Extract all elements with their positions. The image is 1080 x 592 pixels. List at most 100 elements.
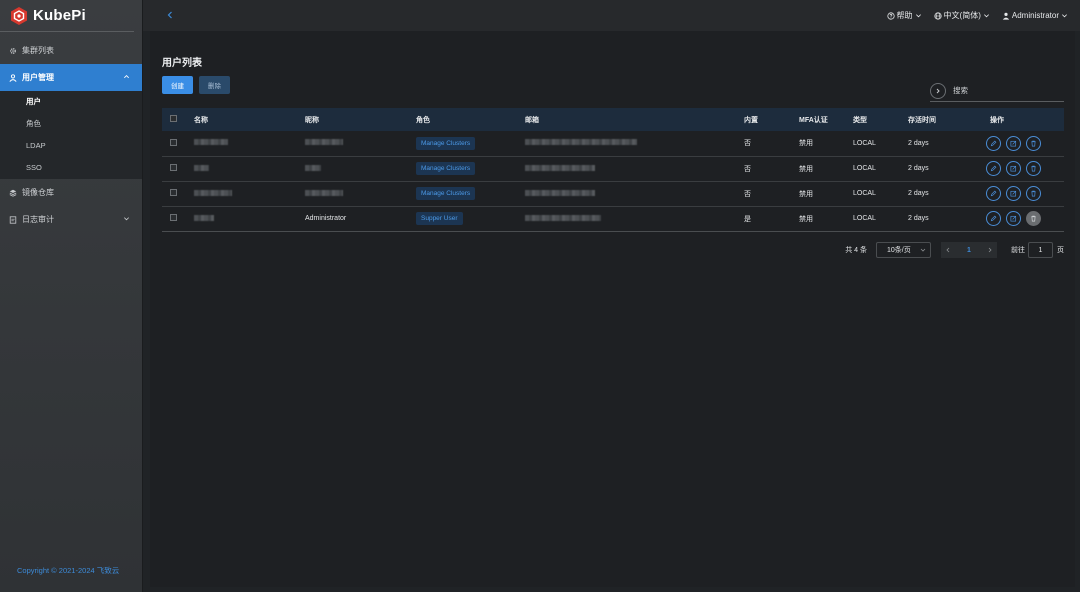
chevron-up-icon <box>123 73 130 80</box>
change-password-button[interactable] <box>1006 186 1021 201</box>
edit-button[interactable] <box>986 186 1001 201</box>
table-row: Manage Clusters 否 禁用 LOCAL 2 days <box>162 181 1064 206</box>
chevron-down-icon <box>920 248 926 252</box>
language-menu[interactable]: 中文(简体) <box>933 10 990 21</box>
builtin-value: 否 <box>744 190 751 198</box>
chevron-down-icon <box>1062 14 1067 18</box>
sidebar-item-user-management[interactable]: 用户管理 <box>0 64 142 91</box>
prev-page-icon[interactable] <box>945 247 951 253</box>
chevron-down-icon <box>983 14 989 18</box>
column-header-mfa: MFA认证 <box>799 116 828 124</box>
column-header-actions: 操作 <box>990 116 1004 124</box>
sidebar-item-image-registry[interactable]: 镜像仓库 <box>0 179 142 206</box>
pagination: 共 4 条 10条/页 1 前往 页 <box>845 242 1064 258</box>
row-checkbox[interactable] <box>170 138 177 146</box>
redacted-name <box>194 139 228 146</box>
change-password-button[interactable] <box>1006 211 1021 226</box>
row-actions <box>986 161 1064 176</box>
select-all-checkbox[interactable] <box>170 115 177 122</box>
delete-button[interactable]: 删除 <box>199 76 230 94</box>
mfa-value: 禁用 <box>799 165 813 173</box>
mfa-value: 禁用 <box>799 215 813 223</box>
table-header-row: 名称 昵称 角色 邮箱 内置 MFA认证 类型 存活时间 操作 <box>162 108 1064 131</box>
sidebar-subitem-ldap[interactable]: LDAP <box>26 141 46 150</box>
redacted-email <box>525 214 601 221</box>
page-title: 用户列表 <box>162 58 202 69</box>
sidebar-subitem-sso[interactable]: SSO <box>26 163 42 172</box>
next-page-icon[interactable] <box>987 247 993 253</box>
sidebar-subitem-roles[interactable]: 角色 <box>26 119 41 128</box>
trash-icon <box>1031 165 1036 172</box>
row-actions <box>986 211 1064 226</box>
change-password-button[interactable] <box>1006 135 1021 151</box>
sidebar-subitem-users[interactable]: 用户 <box>26 97 41 106</box>
ttl-value: 2 days <box>908 139 929 147</box>
edit-button[interactable] <box>986 211 1001 226</box>
create-button[interactable]: 创建 <box>162 76 193 94</box>
chevron-down-icon <box>123 215 130 222</box>
mfa-value: 禁用 <box>799 140 813 148</box>
document-icon <box>9 215 17 224</box>
delete-row-button[interactable] <box>1026 161 1041 176</box>
search-input[interactable] <box>953 86 1053 95</box>
sidebar-item-clusters[interactable]: 集群列表 <box>0 37 142 64</box>
table-row: Administrator Supper User 是 禁用 LOCAL 2 d… <box>162 206 1064 231</box>
edit-icon <box>990 140 997 146</box>
help-circle-icon <box>886 11 895 20</box>
user-menu[interactable]: Administrator <box>1002 11 1068 20</box>
column-header-ttl: 存活时间 <box>908 116 936 124</box>
delete-row-button[interactable] <box>1026 186 1041 201</box>
redacted-email <box>525 189 595 196</box>
top-bar: 帮助 中文(简体) Administrator <box>143 0 1080 31</box>
column-header-email: 邮箱 <box>525 116 539 124</box>
builtin-value: 否 <box>744 165 751 173</box>
redacted-name <box>194 164 209 171</box>
main-content: 用户列表 创建 删除 名称 昵称 角色 邮箱 内置 MFA认证 类型 存活时间 … <box>150 31 1075 587</box>
edit-square-icon <box>1010 140 1017 147</box>
type-value: LOCAL <box>853 190 876 197</box>
redacted-nickname <box>305 164 321 171</box>
ttl-value: 2 days <box>908 165 929 172</box>
user-icon <box>1002 12 1010 20</box>
edit-square-icon <box>1010 165 1017 172</box>
row-checkbox[interactable] <box>170 164 177 171</box>
sidebar-item-label: 镜像仓库 <box>22 188 54 197</box>
sidebar-item-label: 用户管理 <box>22 73 54 82</box>
row-checkbox <box>170 214 177 221</box>
edit-button[interactable] <box>986 161 1001 176</box>
help-label: 帮助 <box>896 11 913 20</box>
edit-button[interactable] <box>986 135 1001 151</box>
goto-page-input[interactable] <box>1028 242 1053 258</box>
page-navigator: 1 <box>941 242 997 258</box>
chevron-down-icon <box>915 14 921 18</box>
redacted-email <box>525 139 637 146</box>
change-password-button[interactable] <box>1006 161 1021 176</box>
column-header-name[interactable]: 名称 <box>194 116 208 124</box>
chevron-right-icon <box>936 88 940 93</box>
row-actions <box>986 186 1064 201</box>
table-row: Manage Clusters 否 禁用 LOCAL 2 days <box>162 156 1064 181</box>
redacted-name <box>194 214 214 221</box>
page-size-select[interactable]: 10条/页 <box>876 242 931 258</box>
ttl-value: 2 days <box>908 190 929 197</box>
row-checkbox[interactable] <box>170 189 177 196</box>
collapse-sidebar-icon[interactable] <box>165 9 175 21</box>
role-tag: Manage Clusters <box>416 187 476 200</box>
row-actions <box>986 135 1064 151</box>
sidebar-item-audit-logs[interactable]: 日志审计 <box>0 206 142 233</box>
delete-row-button[interactable] <box>1026 135 1041 151</box>
role-tag: Manage Clusters <box>416 162 476 175</box>
trash-icon <box>1031 215 1036 222</box>
layers-icon <box>9 189 17 197</box>
app-name: KubePi <box>33 7 86 24</box>
sidebar-item-label: 日志审计 <box>22 215 54 224</box>
user-management-submenu: 用户 角色 LDAP SSO <box>0 91 142 179</box>
page-number[interactable]: 1 <box>967 246 971 254</box>
nickname-value: Administrator <box>305 215 347 222</box>
mfa-value: 禁用 <box>799 190 813 198</box>
app-logo[interactable]: KubePi <box>0 0 134 32</box>
help-menu[interactable]: 帮助 <box>886 10 922 21</box>
ttl-value: 2 days <box>908 215 929 222</box>
search-toggle-button[interactable] <box>930 82 946 99</box>
column-header-role: 角色 <box>416 116 430 124</box>
